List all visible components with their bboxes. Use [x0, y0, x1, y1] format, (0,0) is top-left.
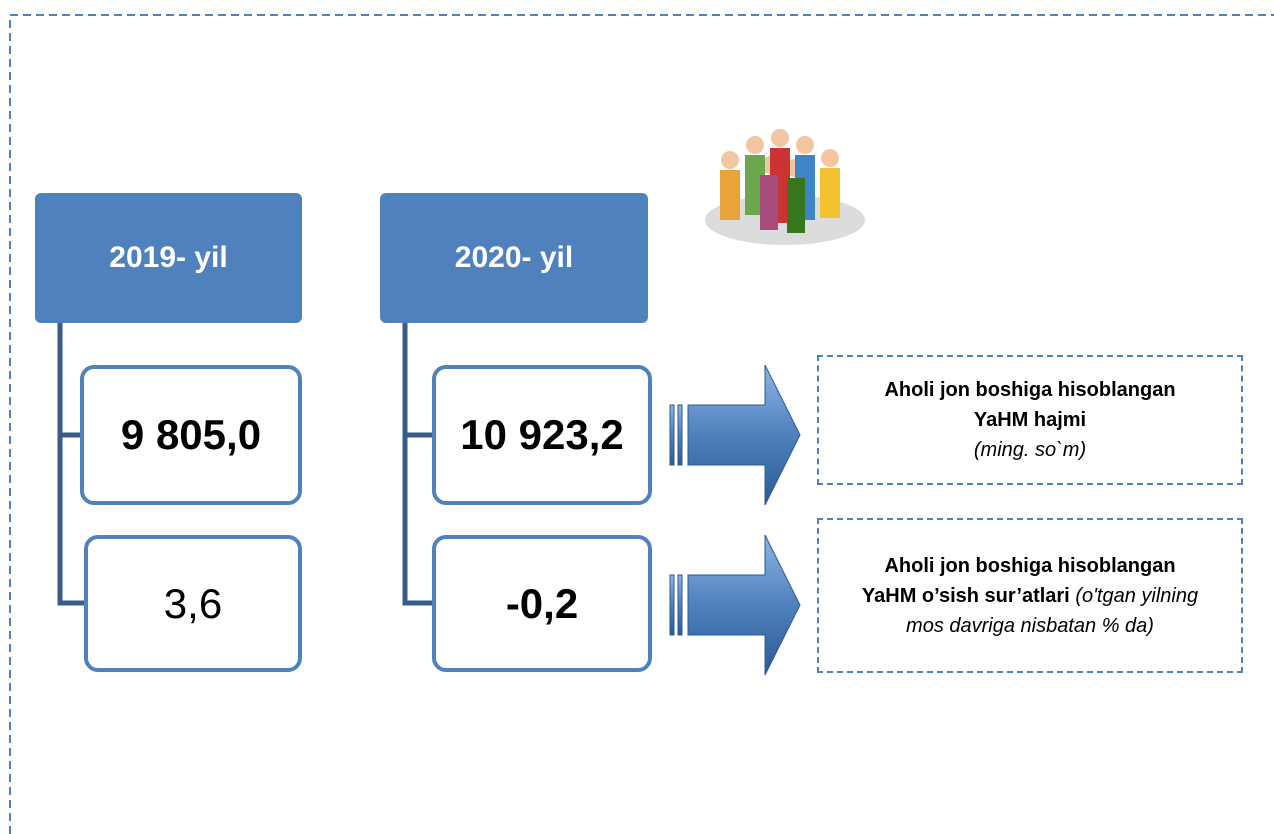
label-text: Aholi jon boshiga hisoblangan YaHM o’sis… [855, 551, 1205, 641]
label-box: Aholi jon boshiga hisoblangan YaHM hajmi… [817, 355, 1243, 485]
arrows [669, 364, 801, 676]
value-box: 3,6 [84, 535, 302, 672]
page-border [9, 14, 1274, 834]
label-title: Aholi jon boshiga hisoblangan YaHM hajmi [884, 379, 1176, 431]
label-text: Aholi jon boshiga hisoblangan YaHM hajmi… [855, 375, 1205, 465]
column-header: 2019- yil [35, 193, 302, 323]
column-header: 2020- yil [380, 193, 648, 323]
label-box: Aholi jon boshiga hisoblangan YaHM o’sis… [817, 518, 1243, 673]
value-box: 9 805,0 [80, 365, 302, 505]
value-box: -0,2 [432, 535, 652, 672]
label-note: (ming. so`m) [973, 439, 1087, 461]
label-note: (o'tgan yilning mos davriga nisbatan % d… [906, 584, 1199, 637]
people-icon [705, 129, 865, 245]
label-title: Aholi jon boshiga hisoblangan YaHM o’sis… [861, 554, 1176, 607]
value-box: 10 923,2 [432, 365, 652, 505]
